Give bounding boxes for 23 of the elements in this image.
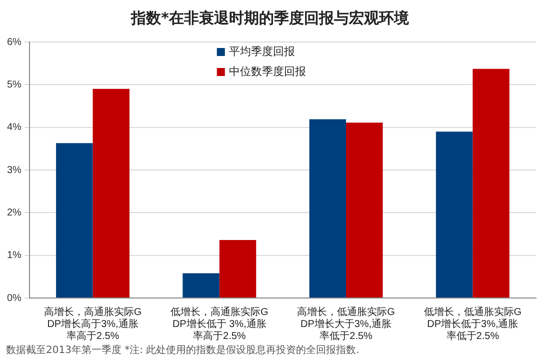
legend-label: 平均季度回报 (228, 44, 295, 58)
bar (472, 68, 510, 298)
text: 数据截至2013年第一季度 *注: 此处使用的指数是假设股息再投资的全回报指数. (6, 345, 360, 357)
x-tick-label: 低增长，低通胀实际GDP增长低于3%,通胀率低于2.5% (424, 306, 522, 342)
y-tick-label: 2% (7, 207, 22, 218)
y-tick-label: 1% (7, 250, 22, 262)
y-tick-label: 3% (7, 164, 22, 176)
bar (436, 132, 473, 298)
y-tick-label: 0% (7, 292, 22, 304)
bar (182, 273, 220, 298)
x-tick-label: 高增长，低通胀实际GDP增长大于3%,通胀率低于2.5% (297, 306, 396, 342)
x-tick-label: 低增长，高通胀实际GDP增长低于 3%,通胀率高于2.5% (170, 306, 269, 342)
x-tick-label: 高增长，高通胀实际GDP增长高于3%,通胀率高于2.5% (44, 306, 142, 342)
y-tick-label: 6% (7, 36, 22, 48)
bar (309, 119, 346, 298)
bar (346, 122, 383, 298)
chart-title: 指数*在非衰退时期的季度回报与宏观环境 (130, 8, 410, 27)
legend-label: 中位数季度回报 (228, 64, 306, 78)
y-tick-label: 4% (7, 122, 22, 134)
y-tick-label: 5% (7, 79, 22, 90)
bar (92, 88, 130, 298)
bar (56, 143, 93, 298)
bar (219, 240, 256, 298)
